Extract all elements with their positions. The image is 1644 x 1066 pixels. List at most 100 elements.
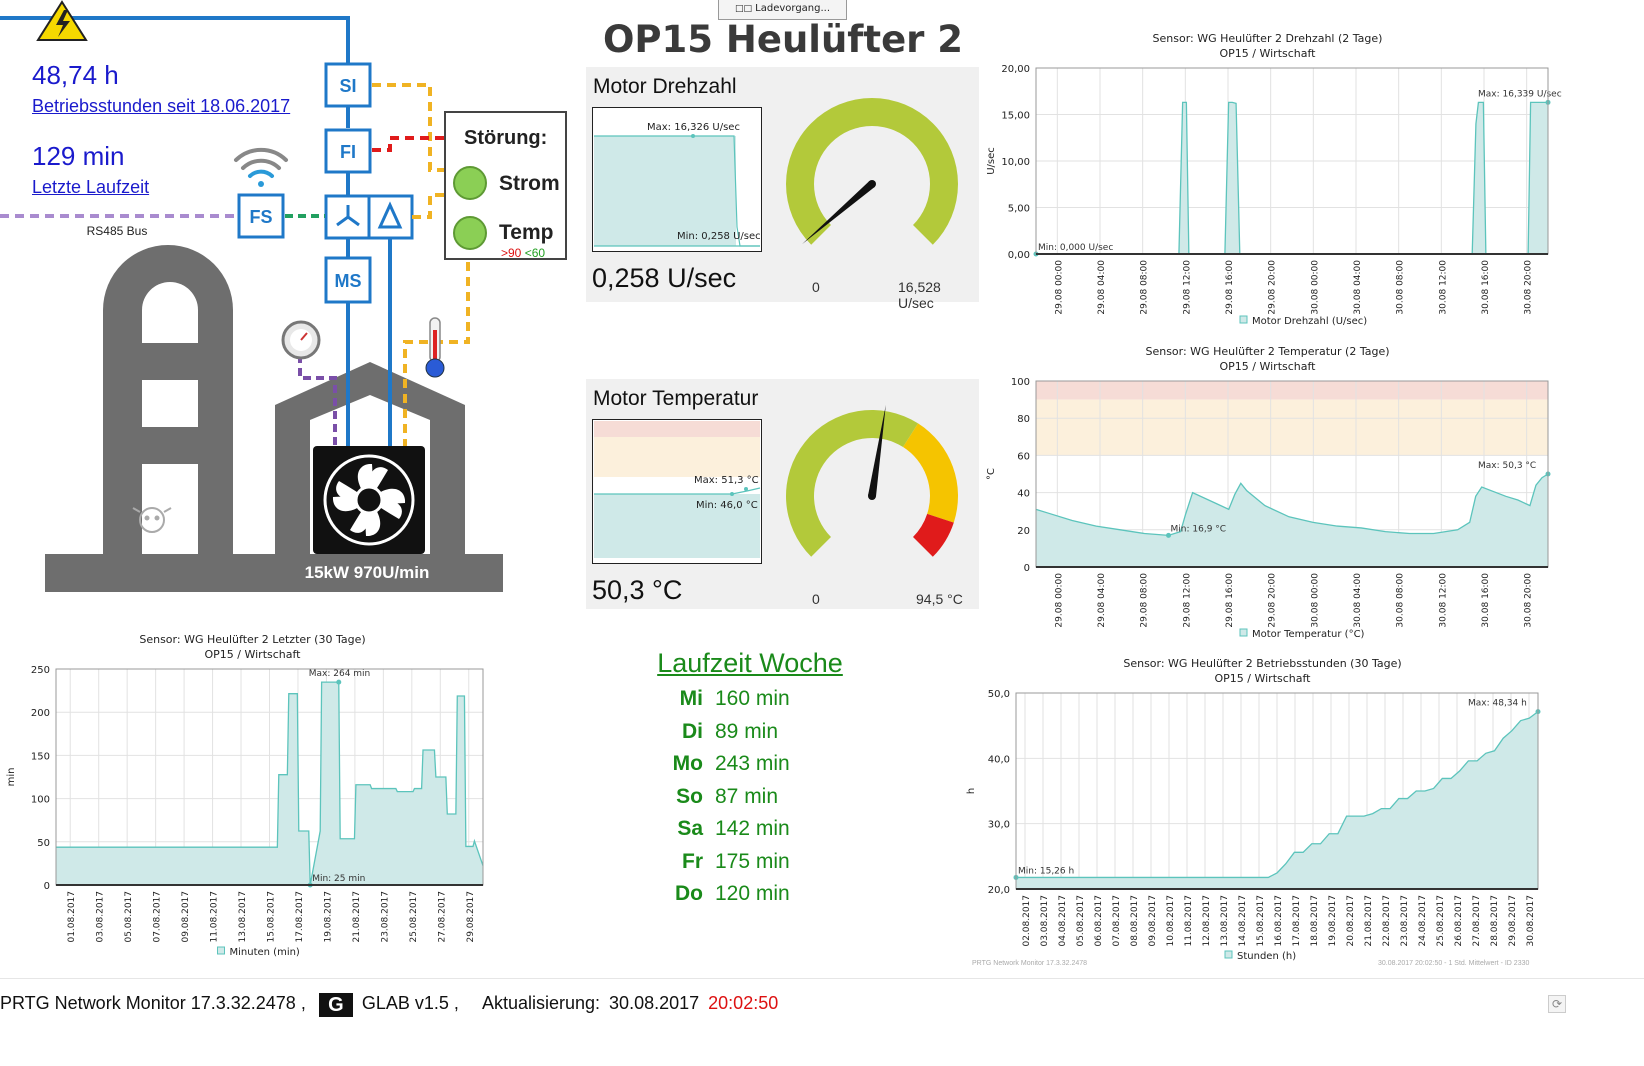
x-tick-label: 29.08 12:00 [1182,260,1192,315]
motor-temp-mini-chart[interactable]: Max: 51,3 °C Min: 46,0 °C [592,419,762,564]
y-tick-label: 10,00 [1001,157,1030,168]
y-tick-label: 50 [37,838,50,849]
x-tick-label: 09.08.2017 [181,891,191,943]
motor-temp-gauge[interactable] [772,379,977,609]
svg-text:FI: FI [340,142,356,162]
x-tick-label: 01.08.2017 [67,891,77,943]
gauge-needle-hub [868,180,876,188]
glab-logo: G [318,993,353,1017]
x-tick-label: 29.08 20:00 [1268,573,1278,628]
y-tick-label: 40 [1017,489,1030,500]
y-tick-label: 0 [44,881,50,892]
week-row: Do 120 min [653,882,860,915]
wifi-icon [234,147,288,187]
x-tick-label: 11.08.2017 [210,891,220,943]
y-axis-label: h [966,788,977,794]
footer: PRTG Network Monitor 17.3.32.2478 , G GL… [0,993,778,1017]
chart-title: Sensor: WG Heulüfter 2 Betriebsstunden (… [1123,657,1402,670]
svg-text:MS: MS [335,271,362,291]
y-axis-label: min [6,768,17,787]
week-day: Fr [682,849,703,873]
area-fill [1036,102,1548,254]
legend-swatch [1224,950,1233,959]
series-line [1035,473,1549,537]
min-annotation: Min: 15,26 h [1018,866,1074,876]
x-tick-label: 30.08 16:00 [1481,260,1491,315]
y-tick-label: 20 [1017,526,1030,537]
chart-drehzahl-plot[interactable]: 20,00 15,00 10,00 5,00 0,00 Max: 16,339 U/sec… [980,60,1570,330]
motor-speed-mini-chart[interactable]: Max: 16,326 U/sec Min: 0,258 U/sec [592,107,762,252]
week-day: Sa [677,817,703,840]
area-fill [56,682,483,885]
motor-speed-gauge[interactable] [772,67,977,302]
series-line [1016,711,1539,879]
x-tick-label: 12.08.2017 [1202,895,1212,947]
y-tick-label: 40,0 [988,754,1010,765]
last-run-value: 129 min [32,141,125,171]
pressure-gauge-icon [281,320,321,360]
svg-text:SI: SI [339,76,356,96]
chart-grid [1036,67,1548,255]
chart-letzter-plot[interactable]: 250 200 150 100 50 0 Max: 264 min Min: 25 min 01… [0,661,505,961]
legend-swatch [1239,315,1248,324]
x-tick-label: 07.08.2017 [1112,895,1122,947]
x-tick-label: 29.08 04:00 [1097,260,1107,315]
fs-box: FS [237,193,285,239]
chart-legend: Minuten (min) [217,946,300,958]
chart-title: Sensor: WG Heulüfter 2 Temperatur (2 Tag… [1145,345,1390,358]
x-tick-label: 21.08.2017 [352,891,362,943]
chart-betriebsstunden-plot[interactable]: 50,0 40,0 30,0 20,0 Max: 48,34 h Min: 15,26 h… [960,685,1560,965]
x-tick-label: 29.08 00:00 [1054,260,1064,315]
temp-thresholds: >90 <60 [501,246,545,260]
footer-update-label: Aktualisierung: [481,993,601,1013]
temp-status-led [453,216,487,250]
week-value: 243 min [715,752,790,775]
footer-separator [0,978,1644,979]
x-tick-label: 07.08.2017 [153,891,163,943]
x-tick-label: 29.08 16:00 [1225,260,1235,315]
threshold-band [1036,399,1548,456]
y-tick-label: 150 [31,751,50,762]
area-fill [1036,474,1548,567]
x-tick-label: 11.08.2017 [1184,895,1194,947]
y-tick-label: 60 [1017,451,1030,462]
hours-link[interactable]: Betriebsstunden seit 18.06.2017 [32,96,291,116]
week-value: 89 min [715,719,779,743]
motor-temp-title: Motor Temperatur [593,387,759,410]
refresh-icon[interactable]: ⟳ [1548,995,1566,1013]
y-tick-label: 80 [1017,414,1030,425]
min-annotation: Min: 0,000 U/sec [1038,243,1113,253]
gauge-needle [802,180,875,244]
x-tick-label: 29.08.2017 [466,891,476,943]
legend-label: Minuten (min) [230,947,300,958]
week-row: Mi 160 min [653,687,860,720]
week-value: 160 min [715,687,790,710]
loading-icon: □□ [734,4,752,14]
chart-temperatur-plot[interactable]: 100 80 60 40 20 0 Max: 50,3 °C Min: 16,9 °C 29.0… [980,373,1570,643]
chart-legend: Motor Drehzahl (U/sec) [1239,315,1367,327]
fault-panel: Störung: Strom Temp >90 <60 [444,111,567,260]
min-annotation: Min: 16,9 °C [1171,524,1227,534]
x-tick-label: 24.08.2017 [1418,895,1428,947]
week-rows: Mi 160 min Di 89 min Mo 243 min So 87 min Sa 142 … [640,687,860,915]
x-tick-label: 30.08 20:00 [1524,573,1534,628]
fi-box: FI [324,128,372,174]
motor-temp-value: 50,3 °C [592,575,683,605]
temp-low: <60 [524,246,546,260]
temp-mini-min-label: Min: 46,0 °C [696,500,758,511]
x-tick-label: 27.08.2017 [1472,895,1482,947]
motor-speed-title: Motor Drehzahl [593,75,737,98]
legend-swatch [1239,628,1248,637]
last-run-link[interactable]: Letzte Laufzeit [32,177,150,197]
fan-icon [313,446,425,554]
max-annotation: Max: 48,34 h [1468,699,1527,709]
y-tick-label: 15,00 [1001,111,1030,122]
loading-label: Ladevorgang... [755,3,831,14]
y-tick-label: 200 [31,708,50,719]
gauge-needle-hub [868,492,876,500]
week-day: Do [675,882,703,905]
chart-temperatur: Sensor: WG Heulüfter 2 Temperatur (2 Tag… [980,343,1570,643]
x-tick-label: 30.08 08:00 [1396,260,1406,315]
week-value: 142 min [715,817,790,840]
cow-icon [132,507,172,533]
